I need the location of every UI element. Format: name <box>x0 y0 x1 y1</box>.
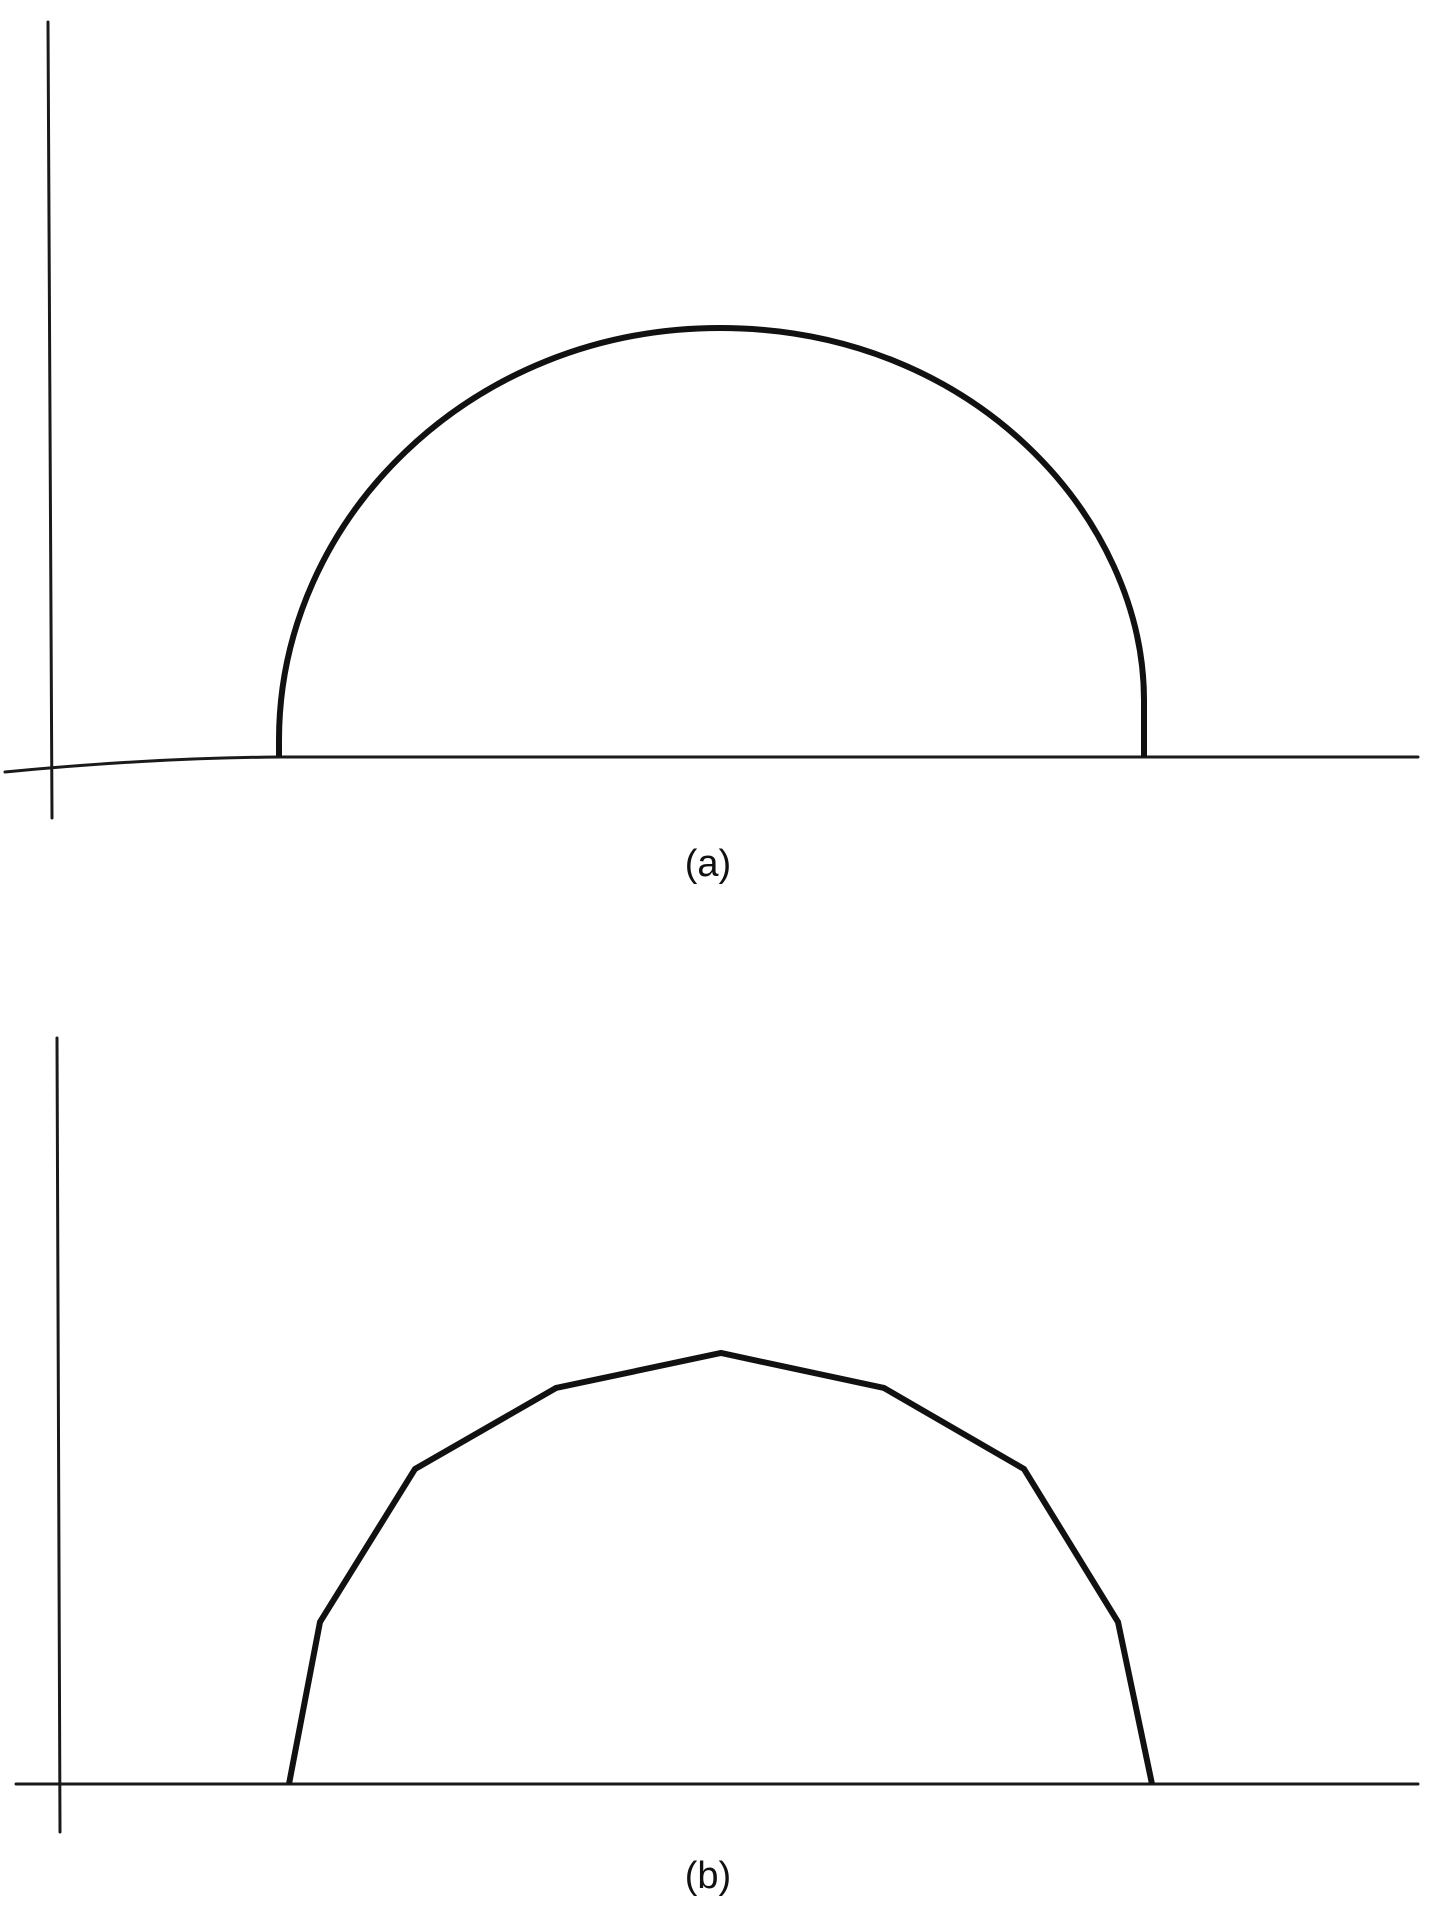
panel-a-smooth-arc <box>276 324 1147 757</box>
panel-a-caption: (a) <box>685 843 731 885</box>
panel-a-y-axis <box>46 20 54 820</box>
panel-b-y-axis <box>55 1036 62 1834</box>
panel-b: (b) <box>14 1036 1420 1897</box>
panel-b-caption: (b) <box>685 1855 731 1897</box>
panel-a-x-axis <box>3 755 1420 774</box>
panel-a: (a) <box>3 20 1420 885</box>
panel-b-piecewise-arc <box>286 1349 1155 1785</box>
